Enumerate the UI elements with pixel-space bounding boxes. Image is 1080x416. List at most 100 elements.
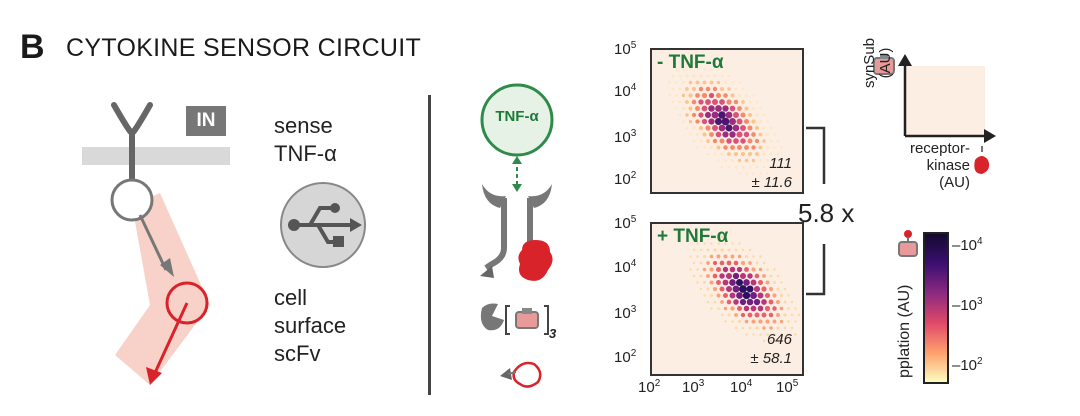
hexbin-cell [762, 261, 766, 265]
translocation-band [115, 193, 210, 385]
hexbin-cell [740, 151, 746, 157]
hexbin-cell [730, 306, 735, 311]
hexbin-cell [773, 333, 776, 336]
hexbin-cell [740, 138, 746, 144]
hexbin-cell [768, 286, 774, 292]
hexbin-cell [755, 100, 759, 104]
hexbin-cell [695, 132, 700, 137]
hexbin-cell [705, 99, 711, 105]
hexbin-cell [726, 260, 732, 266]
red-arrow-head [146, 367, 162, 385]
hexbin-cell [691, 99, 697, 105]
hexbin-cell [759, 172, 762, 175]
hexbin-cell [758, 267, 763, 272]
hexbin-cell [717, 307, 720, 310]
hexbin-cell [768, 299, 774, 305]
hexbin-cell [730, 158, 735, 163]
hexbin-cell [745, 94, 748, 97]
vertical-divider [428, 95, 431, 395]
hexbin-cell [733, 138, 739, 144]
hexbin-cell [751, 267, 756, 272]
hexbin-cell [702, 280, 707, 285]
hexbin-cell [709, 280, 714, 285]
hexbin-cell [691, 112, 697, 118]
hexbin-cell [717, 242, 720, 245]
cell-surface-scfv-label: cell surface scFv [274, 284, 346, 368]
hexbin-cell [734, 326, 738, 330]
hexbin-cell [744, 319, 749, 324]
hexbin-cell [678, 87, 682, 91]
hexbin-cell [738, 81, 741, 84]
ytick-top-2: 104 [614, 82, 637, 100]
hexbin-cell [722, 105, 729, 112]
hexbin-cell [671, 74, 675, 78]
hexbin-cell [779, 293, 784, 298]
ytick-top-3: 103 [614, 128, 637, 146]
hexbin-cell [776, 300, 780, 304]
hexbin-cell [734, 313, 738, 317]
hexbin-cell [682, 68, 685, 71]
hexbin-cell [733, 299, 739, 305]
hexbin-cell [753, 298, 761, 306]
hexbin-cell [720, 300, 724, 304]
hexbin-cell [761, 299, 767, 305]
hexbin-cell [762, 274, 766, 278]
hexbin-cell [702, 254, 707, 259]
panel-letter: B [20, 28, 45, 66]
hexbin-cell [694, 105, 701, 112]
hexbin-cell [730, 254, 735, 259]
hexbin-cell [754, 273, 760, 279]
hexbin-cell [720, 248, 724, 252]
cell-line-1: cell [274, 285, 308, 310]
in-badge: IN [186, 106, 226, 136]
hexbin-cell [709, 145, 714, 150]
hexbin-cell [706, 248, 710, 252]
hexbin-cell [755, 326, 759, 330]
hexbin-cell [712, 86, 718, 92]
hexbin-cell [723, 293, 728, 298]
hexbin-cell [733, 260, 739, 266]
hexbin-cell [713, 248, 717, 252]
colorbar-label: pplation (AU) [896, 284, 913, 378]
hexbin-cell [744, 106, 749, 111]
hexbin-cell [748, 261, 752, 265]
hexbin-cell [758, 119, 763, 124]
hexbin-cell [696, 255, 699, 258]
hexbin-cell [725, 124, 733, 132]
hexbin-cell [719, 260, 725, 266]
ytick-top-1: 105 [614, 40, 637, 58]
plot-bottom-mean: 646 [766, 331, 792, 348]
hexbin-cell [712, 99, 718, 105]
hexbin-cell [766, 333, 769, 336]
hexbin-cell [706, 300, 710, 304]
colorbar [923, 232, 949, 384]
hexbin-cell [706, 139, 710, 143]
hexbin-cell [747, 138, 753, 144]
hexbin-cell [727, 74, 731, 78]
hexbin-cell [748, 248, 752, 252]
hexbin-cell [712, 125, 718, 131]
hexbin-cell [712, 138, 718, 144]
hexbin-cell [773, 268, 776, 271]
hexbin-cell [729, 292, 736, 299]
hexbin-cell [754, 138, 760, 144]
hexbin-cell [692, 126, 696, 130]
xtick-4: 105 [776, 378, 799, 396]
hexbin-cell [710, 242, 713, 245]
xtick-1: 102 [638, 378, 661, 396]
receptor-binder [111, 102, 153, 137]
hexbin-cell [692, 74, 696, 78]
hexbin-cell [724, 159, 727, 162]
hexbin-cell [724, 242, 727, 245]
hexbin-cell [688, 80, 693, 85]
hexbin-cell [688, 119, 693, 124]
hexbin-cell [769, 326, 773, 330]
hexbin-cell [688, 106, 693, 111]
hexbin-cell [773, 146, 776, 149]
hexbin-cell [739, 272, 747, 280]
hexbin-cell [783, 339, 787, 343]
hexbin-cell [750, 292, 757, 299]
hexbin-cell [692, 248, 696, 252]
hexbin-cell [758, 145, 763, 150]
hexbin-cell [751, 145, 756, 150]
